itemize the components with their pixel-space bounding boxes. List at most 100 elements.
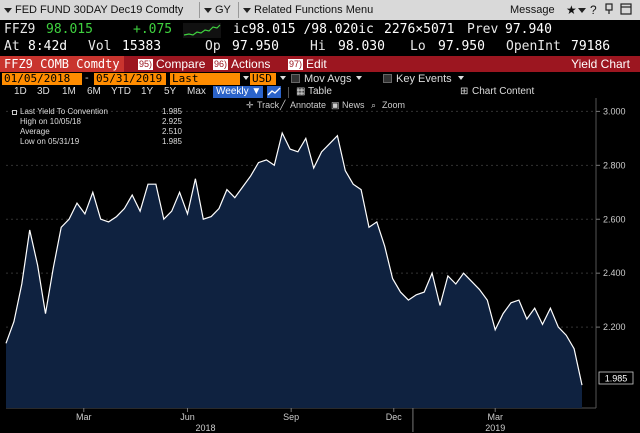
quote-open-label: Op (205, 39, 221, 54)
y-axis-ticks: 3.000 2.800 2.600 2.400 2.200 (596, 106, 626, 332)
legend-last-value: 1.985 (161, 107, 182, 116)
x-year-label: 2018 (195, 423, 215, 433)
quote-ticker: FFZ9 (4, 22, 36, 37)
compare-label: Compare (156, 57, 206, 71)
divider (238, 2, 239, 18)
period-5y[interactable]: 5Y (164, 86, 177, 97)
zoom-icon[interactable]: ⌕ (371, 100, 376, 110)
settings-bar: 01/05/2018 - 05/31/2019 Last Yield USD M… (0, 72, 640, 97)
mov-avgs-checkbox[interactable] (291, 74, 300, 83)
key-events-label: Key Events (396, 73, 452, 85)
dropdown-arrow-icon[interactable] (578, 3, 589, 17)
zoom-button[interactable]: Zoom (382, 100, 405, 110)
mov-avgs-label: Mov Avgs (304, 73, 352, 85)
quote-high: 98.030 (338, 39, 385, 54)
x-month-label: Jun (180, 412, 195, 422)
compare-button[interactable]: 95) Compare (138, 56, 205, 72)
chart-content-icon[interactable]: ⊞ (460, 86, 469, 97)
chevron-down-icon (204, 7, 212, 13)
yellow-key-menu[interactable]: GY (204, 3, 231, 17)
star-icon[interactable]: ★ (566, 3, 577, 17)
yield-area-fill (6, 133, 582, 408)
period-ytd[interactable]: YTD (111, 86, 131, 97)
chevron-down-icon[interactable] (356, 76, 362, 80)
table-icon[interactable]: ▦ (296, 86, 306, 97)
chevron-down-icon[interactable] (280, 76, 286, 80)
actions-num: 96) (213, 59, 229, 70)
quote-bid-ask: ic98.015 /98.020ic (233, 22, 374, 37)
edit-button[interactable]: 97) Edit (288, 56, 327, 72)
field-selector[interactable]: Last Yield (170, 73, 240, 97)
x-month-label: Sep (283, 412, 299, 422)
quote-last-price: 98.015 (46, 22, 93, 37)
legend-average-label: Average (20, 127, 50, 136)
x-month-label: Mar (76, 412, 92, 422)
key-events-checkbox[interactable] (383, 74, 392, 83)
table-button[interactable]: Table (308, 86, 332, 97)
window-menu-icon[interactable] (620, 3, 632, 17)
quote-prev-value: 97.940 (505, 22, 552, 37)
frequency-label: Weekly (216, 86, 249, 97)
chart-area: 3.000 2.800 2.600 2.400 2.200 Mar Jun Sep Dec Ma… (0, 98, 640, 433)
period-1y[interactable]: 1Y (141, 86, 154, 97)
period-1d[interactable]: 1D (14, 86, 27, 97)
annotate-button[interactable]: Annotate (290, 100, 326, 110)
end-date-field[interactable]: 05/31/2019 (94, 73, 166, 85)
news-icon[interactable]: ▣ (331, 100, 340, 110)
line-chart-icon[interactable] (267, 86, 281, 98)
chevron-down-icon[interactable] (243, 76, 249, 80)
legend-high-value: 2.925 (161, 117, 182, 126)
quote-volume-label: Vol (88, 39, 112, 54)
actions-button[interactable]: 96) Actions (213, 56, 270, 72)
chevron-down-icon (243, 7, 251, 13)
quote-at-label: At (4, 39, 20, 54)
yellow-key-label: GY (215, 4, 231, 16)
quote-time: 8:42d (28, 39, 68, 54)
x-month-label: Mar (487, 412, 503, 422)
quote-bid-ask-size: 2276×5071 (384, 22, 455, 37)
quote-change: +.075 (133, 22, 173, 37)
track-icon[interactable]: ✛ (246, 100, 254, 110)
x-axis-ticks: Mar Jun Sep Dec Mar 2018 2019 (76, 408, 505, 433)
function-toolbar: FFZ9 COMB Comdty 95) Compare 96) Actions 9… (0, 56, 640, 72)
period-6m[interactable]: 6M (87, 86, 101, 97)
menu-bar: FED FUND 30DAY Dec19 Comdty GY Related F… (0, 0, 640, 20)
period-bar: 1D 3D 1M 6M YTD 1Y 5Y Max Weekly ▼ ▦ Tab… (0, 86, 640, 99)
track-button[interactable]: Track (257, 100, 280, 110)
edit-num: 97) (288, 59, 304, 70)
news-button[interactable]: News (342, 100, 365, 110)
quote-open-interest-label: OpenInt (506, 39, 561, 54)
x-month-label: Dec (386, 412, 403, 422)
frequency-selector[interactable]: Weekly ▼ (213, 86, 263, 98)
message-label: Message (510, 4, 555, 16)
related-functions-menu[interactable]: Related Functions Menu (243, 3, 373, 17)
last-value-tag (598, 371, 634, 385)
chart-legend: Last Yield To Convention 1.985 High on 10… (12, 107, 182, 147)
chevron-down-icon[interactable] (458, 76, 464, 80)
quote-open: 97.950 (232, 39, 279, 54)
chart-content-button[interactable]: Chart Content (472, 86, 535, 97)
currency-selector[interactable]: USD (250, 73, 276, 85)
toolbar-ticker[interactable]: FFZ9 COMB Comdty (0, 56, 124, 72)
period-max[interactable]: Max (187, 86, 206, 97)
legend-high-label: High on 10/05/18 (20, 117, 81, 126)
help-icon[interactable]: ? (590, 3, 597, 17)
pin-icon[interactable] (604, 3, 614, 17)
compare-num: 95) (138, 59, 154, 70)
yield-line (5, 131, 583, 386)
quote-open-interest: 79186 (571, 39, 611, 54)
y-tick-label: 2.800 (603, 160, 626, 170)
y-tick-label: 2.600 (603, 214, 626, 224)
edit-label: Edit (306, 57, 327, 71)
period-3d[interactable]: 3D (37, 86, 50, 97)
period-1m[interactable]: 1M (62, 86, 76, 97)
last-value-label: 1.985 (605, 374, 628, 384)
security-menu[interactable]: FED FUND 30DAY Dec19 Comdty (4, 3, 183, 17)
legend-average-value: 2.510 (161, 127, 182, 136)
start-date-field[interactable]: 01/05/2018 (2, 73, 82, 85)
related-functions-label: Related Functions Menu (254, 4, 374, 16)
message-button[interactable]: Message (510, 3, 555, 17)
annotate-icon[interactable]: ╱ (279, 99, 286, 111)
chevron-down-icon (4, 7, 12, 13)
